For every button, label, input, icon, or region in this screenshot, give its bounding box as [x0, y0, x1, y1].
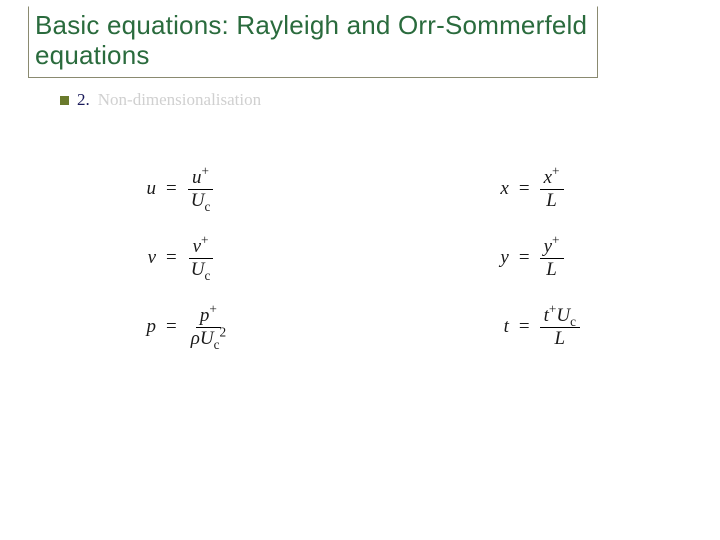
eq-equals: =	[164, 247, 179, 269]
eq-denominator: L	[542, 190, 561, 211]
eq-equals: =	[517, 316, 532, 338]
eq-lhs: t	[493, 316, 509, 338]
eq-fraction: v+ Uc	[187, 237, 215, 280]
eq-fraction: p+ ρUc2	[187, 306, 230, 349]
eq-numerator: t+Uc	[540, 306, 580, 328]
eq-denominator: L	[542, 259, 561, 280]
eq-denominator: L	[551, 328, 570, 349]
equation-y: y = y+ L	[493, 237, 580, 280]
equations-left-column: u = u+ Uc v = v+ Uc p = p+	[140, 168, 230, 349]
equation-t: t = t+Uc L	[493, 306, 580, 349]
eq-fraction: x+ L	[540, 168, 564, 211]
item-number: 2.	[77, 90, 90, 110]
equations-right-column: x = x+ L y = y+ L t = t+Uc	[493, 168, 580, 349]
eq-denominator: Uc	[187, 259, 215, 280]
eq-fraction: y+ L	[540, 237, 564, 280]
equation-x: x = x+ L	[493, 168, 580, 211]
equation-u: u = u+ Uc	[140, 168, 230, 211]
eq-lhs: y	[493, 247, 509, 269]
equation-p: p = p+ ρUc2	[140, 306, 230, 349]
slide: Basic equations: Rayleigh and Orr-Sommer…	[0, 0, 720, 540]
eq-numerator: u+	[188, 168, 213, 190]
eq-lhs: p	[140, 316, 156, 338]
eq-lhs: v	[140, 247, 156, 269]
eq-fraction: t+Uc L	[540, 306, 580, 349]
eq-equals: =	[517, 247, 532, 269]
eq-lhs: x	[493, 178, 509, 200]
eq-numerator: x+	[540, 168, 564, 190]
eq-equals: =	[517, 178, 532, 200]
equations-area: u = u+ Uc v = v+ Uc p = p+	[140, 168, 580, 349]
eq-denominator: ρUc2	[187, 328, 230, 349]
eq-fraction: u+ Uc	[187, 168, 215, 211]
title-box: Basic equations: Rayleigh and Orr-Sommer…	[28, 6, 598, 78]
eq-numerator: y+	[540, 237, 564, 259]
eq-numerator: p+	[196, 306, 221, 328]
slide-title: Basic equations: Rayleigh and Orr-Sommer…	[35, 11, 591, 71]
eq-equals: =	[164, 316, 179, 338]
eq-denominator: Uc	[187, 190, 215, 211]
eq-lhs: u	[140, 178, 156, 200]
equation-v: v = v+ Uc	[140, 237, 230, 280]
section-item: 2. Non-dimensionalisation	[60, 90, 261, 110]
eq-numerator: v+	[189, 237, 213, 259]
item-label: Non-dimensionalisation	[98, 90, 261, 110]
eq-equals: =	[164, 178, 179, 200]
bullet-icon	[60, 96, 69, 105]
